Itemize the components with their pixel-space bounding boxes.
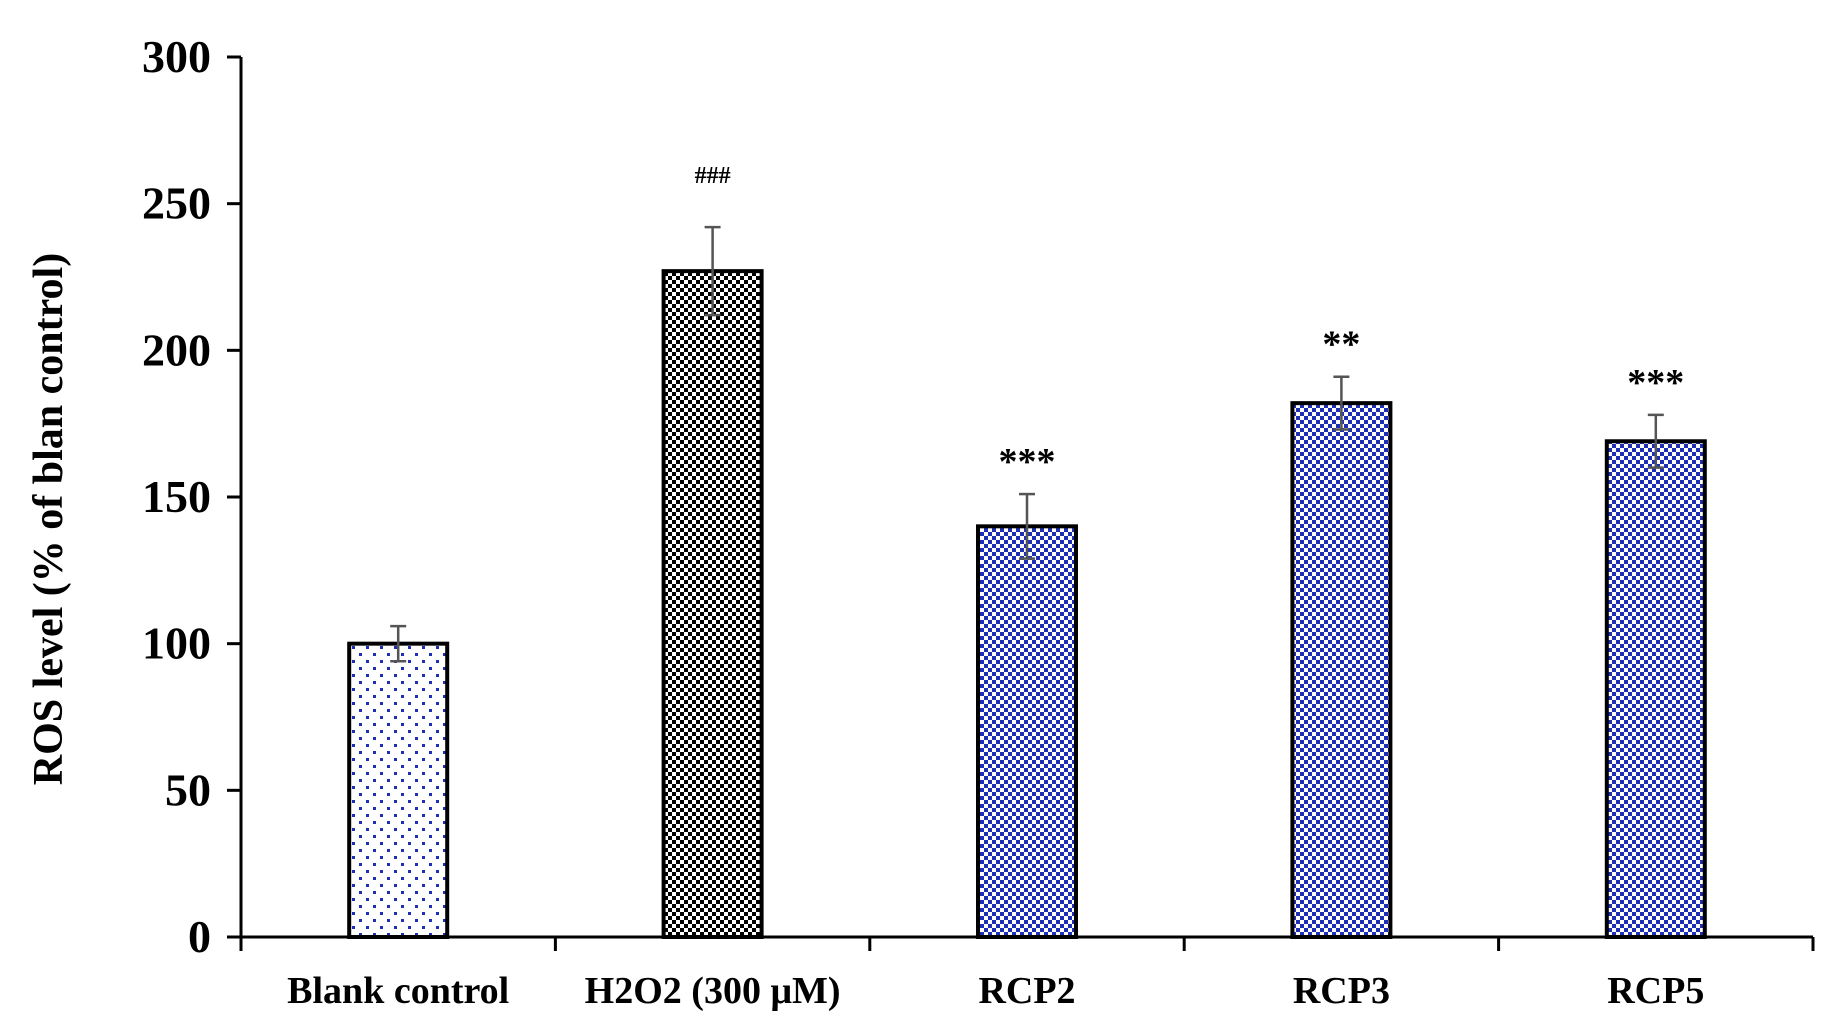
error-bars-layer [390,225,1664,663]
y-axis-title-group: ROS level (% of blan control) [26,253,72,785]
y-tick-label: 300 [142,31,211,82]
y-tick-label: 250 [142,178,211,229]
x-category-label: Blank control [287,970,509,1012]
y-axis-ticks: 0 50 100 150 200 250 300 [142,31,241,962]
significance-label-2: ### [695,163,731,189]
significance-label-3: *** [999,441,1056,483]
error-bar-3 [1019,492,1035,560]
significance-label-4: ** [1322,324,1360,366]
bar-4 [1290,401,1393,939]
error-bar-4 [1333,375,1350,431]
y-axis-title: ROS level (% of blan control) [26,253,72,785]
x-axis-ticks: Blank control H2O2 (300 μM) RCP2 RCP3 RCP5 [239,937,1815,1012]
y-tick-label: 100 [142,618,211,669]
x-category-label: RCP2 [978,970,1075,1012]
y-tick-label: 200 [142,324,211,375]
bar-2 [661,269,764,939]
bar-1 [347,641,450,940]
y-tick-label: 0 [188,911,211,962]
y-tick-label: 150 [142,471,211,522]
x-category-label: H2O2 (300 μM) [585,970,841,1012]
x-category-label: RCP5 [1607,970,1704,1012]
error-bar-5 [1647,413,1664,469]
x-category-label: RCP3 [1293,970,1390,1012]
bar-3 [976,524,1078,939]
significance-label-5: *** [1627,362,1684,404]
error-bar-1 [390,624,407,663]
error-bar-2 [704,225,721,317]
bars-layer [347,269,1707,940]
significance-annotations-layer: ###******** [695,163,1685,483]
y-tick-label: 50 [165,764,211,815]
bar-5 [1604,439,1707,939]
